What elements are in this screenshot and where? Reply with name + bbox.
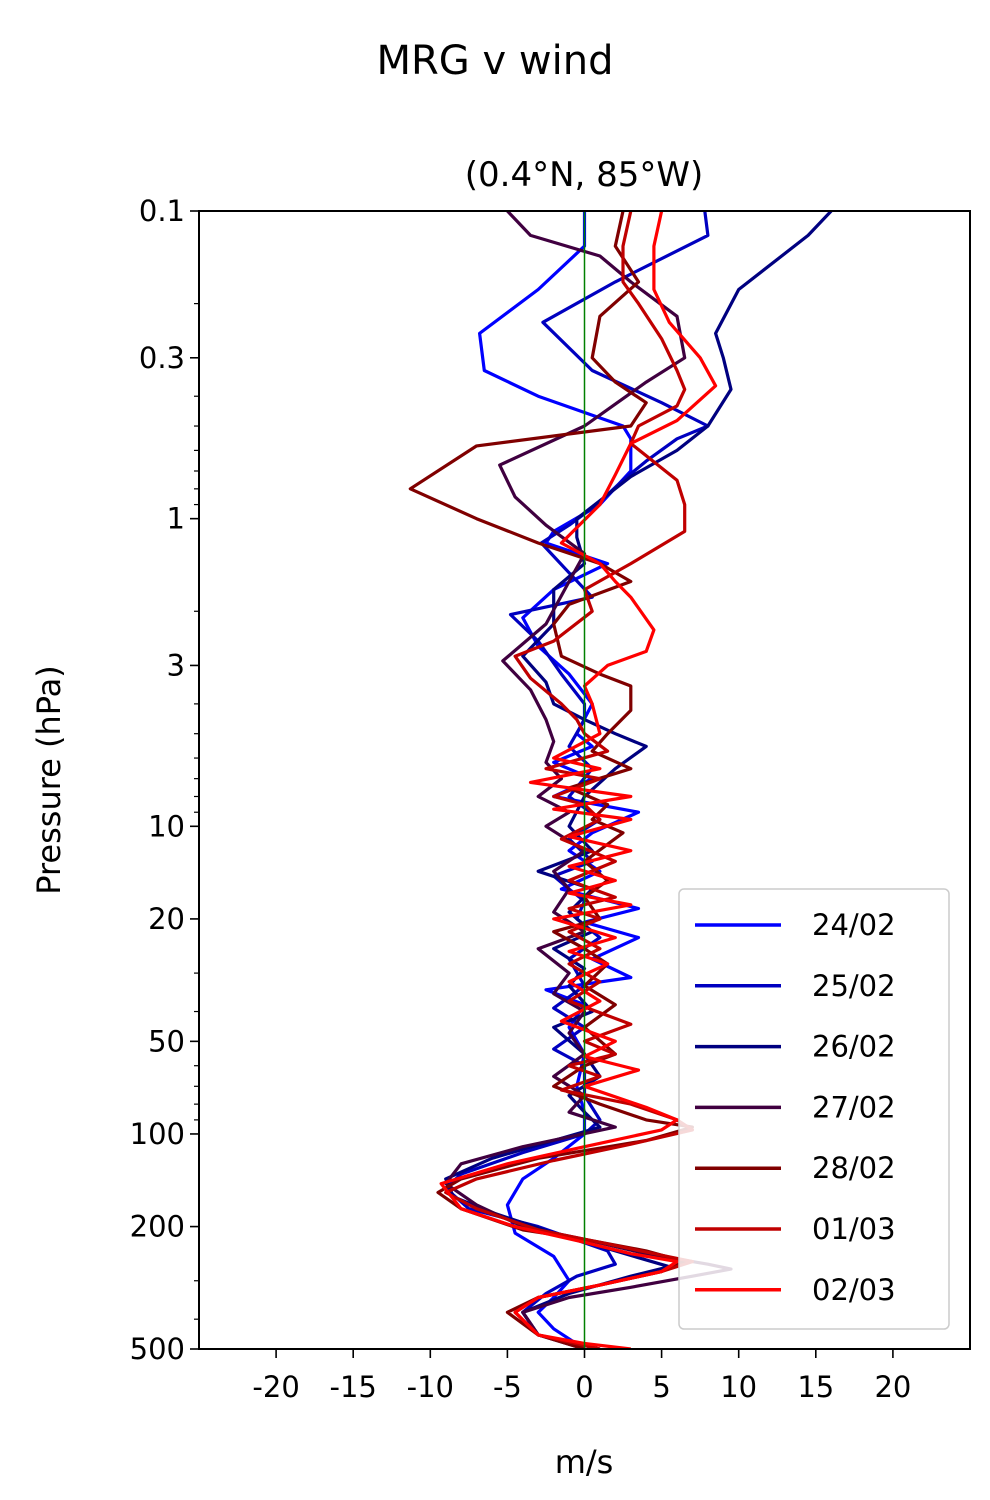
y-tick-label: 200 <box>130 1210 185 1244</box>
series-line-7 <box>439 211 718 1349</box>
x-axis-ticks: -20 -15 -10 -5 0 5 10 15 20 <box>252 1349 911 1404</box>
legend-label-1: 24/02 <box>812 908 896 942</box>
y-tick-label: 20 <box>148 902 185 936</box>
x-tick-label: 15 <box>797 1370 834 1404</box>
x-tick-label: 0 <box>575 1370 593 1404</box>
legend-label-2: 25/02 <box>812 969 896 1003</box>
y-tick-label: 500 <box>130 1332 185 1366</box>
y-tick-label: 1 <box>167 502 185 536</box>
x-tick-label: -10 <box>407 1370 454 1404</box>
x-tick-label: -20 <box>252 1370 299 1404</box>
legend-label-7: 02/03 <box>812 1273 896 1307</box>
chart-suptitle: MRG v wind <box>377 38 614 84</box>
legend-label-5: 28/02 <box>812 1151 896 1185</box>
y-tick-label: 3 <box>167 648 185 682</box>
legend-box <box>678 888 950 1330</box>
x-tick-label: 20 <box>874 1370 911 1404</box>
legend-label-4: 27/02 <box>812 1090 896 1124</box>
series-line-5 <box>408 211 694 1349</box>
axes-title: (0.4°N, 85°W) <box>465 155 704 195</box>
y-tick-label: 0.1 <box>139 194 185 228</box>
legend-label-6: 01/03 <box>812 1212 896 1246</box>
x-tick-label: 5 <box>652 1370 670 1404</box>
x-tick-label: 10 <box>720 1370 757 1404</box>
legend: 24/02 25/02 26/02 27/02 28/02 01/03 02/03 <box>678 888 950 1330</box>
y-axis-label: Pressure (hPa) <box>30 665 68 895</box>
y-tick-label: 100 <box>130 1117 185 1151</box>
x-tick-label: -15 <box>330 1370 377 1404</box>
series-line-6 <box>444 211 694 1349</box>
y-tick-label: 10 <box>148 809 185 843</box>
x-tick-label: -5 <box>493 1370 522 1404</box>
y-axis-ticks: 0.1 0.3 1 3 10 20 50 100 200 500 <box>130 194 199 1366</box>
legend-label-3: 26/02 <box>812 1030 896 1064</box>
x-axis-label: m/s <box>555 1443 614 1481</box>
series-lines <box>408 211 833 1349</box>
y-tick-label: 0.3 <box>139 341 185 375</box>
y-tick-label: 50 <box>148 1024 185 1058</box>
